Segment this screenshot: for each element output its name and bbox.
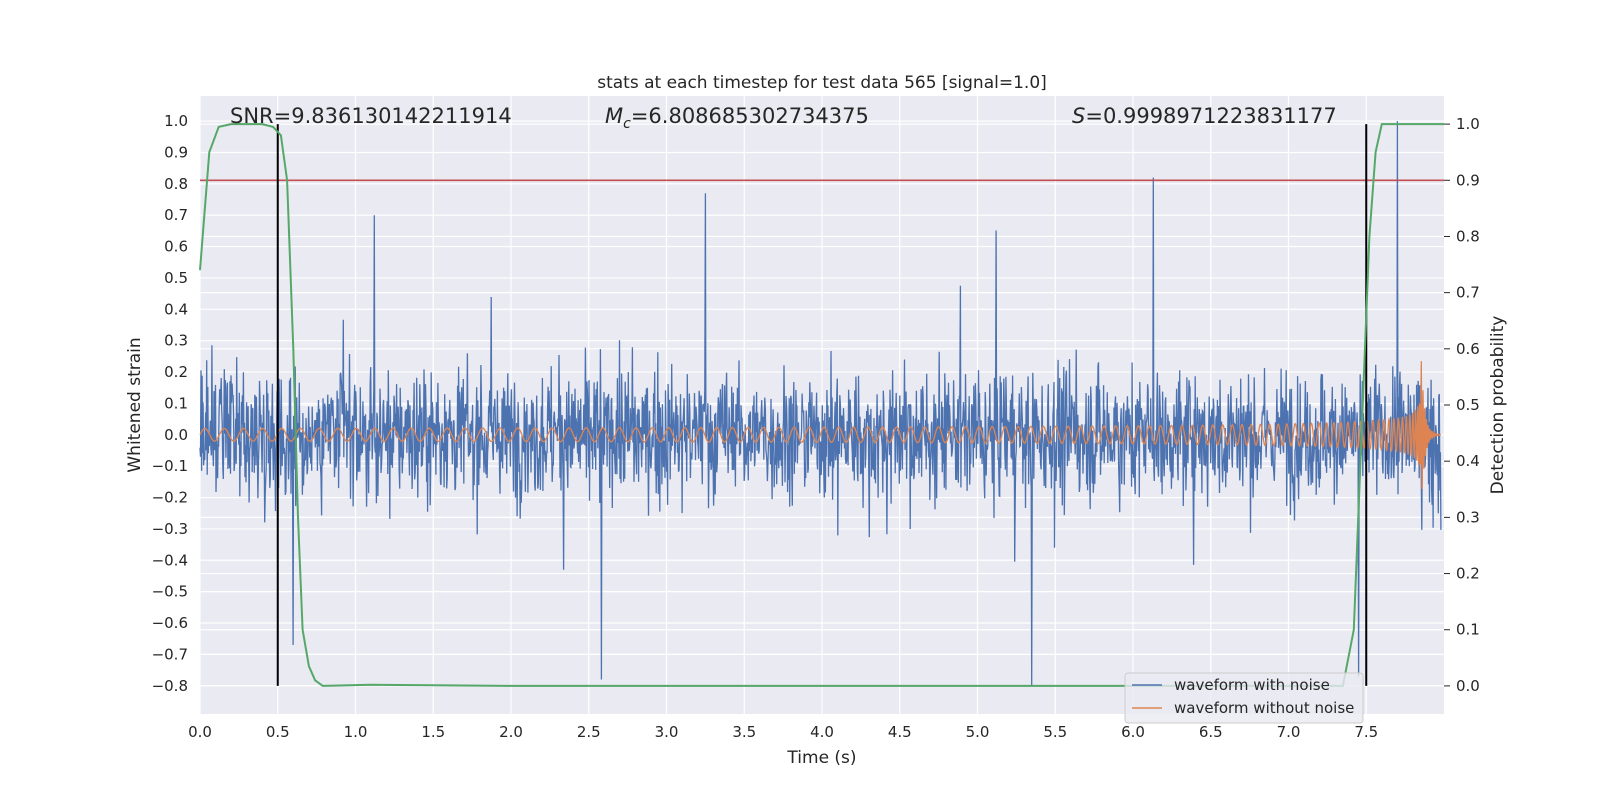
y-tick-label: 1.0	[164, 112, 188, 130]
y-tick-label: −0.4	[152, 551, 188, 569]
chart-title: stats at each timestep for test data 565…	[597, 73, 1047, 93]
x-tick-label: 3.5	[732, 723, 756, 741]
x-tick-label: 0.5	[266, 723, 290, 741]
x-tick-label: 7.0	[1277, 723, 1301, 741]
y-tick-label: 0.3	[164, 332, 188, 350]
detection-probability-line	[199, 123, 1444, 687]
y2-tick-label: 0.0	[1456, 677, 1480, 695]
reference-lines-layer	[200, 124, 1444, 686]
x-axis-label: Time (s)	[786, 748, 856, 768]
chirp-mass-annotation: Mc=6.808685302734375	[605, 104, 869, 132]
y2-tick-label: 0.6	[1456, 340, 1480, 358]
y-tick-label: 0.7	[164, 206, 188, 224]
y2-tick-label: 0.8	[1456, 227, 1480, 245]
clean-waveform-line	[199, 361, 1442, 489]
x-tick-label: 4.0	[810, 723, 834, 741]
significance-symbol: S	[1072, 104, 1085, 128]
y2-tick-label: 0.2	[1456, 565, 1480, 583]
legend-label-clean: waveform without noise	[1174, 699, 1354, 717]
y2-tick-label: 0.9	[1456, 171, 1480, 189]
y-tick-label: −0.8	[152, 677, 188, 695]
y2-axis-label: Detection probability	[1488, 316, 1508, 495]
y-tick-label: 0.9	[164, 143, 188, 161]
x-tick-label: 1.5	[421, 723, 445, 741]
x-tick-label: 4.5	[888, 723, 912, 741]
y-tick-label: 0.4	[164, 300, 188, 318]
y-tick-label: 0.6	[164, 238, 188, 256]
y-tick-label: −0.7	[152, 645, 188, 663]
chirp-mass-subscript: c	[623, 116, 631, 132]
x-tick-label: 2.0	[499, 723, 523, 741]
y-axis-label: Whitened strain	[125, 337, 145, 472]
y-tick-label: −0.3	[152, 520, 188, 538]
chirp-mass-value: =6.808685302734375	[631, 104, 869, 128]
clean-waveform-layer	[199, 361, 1442, 489]
legend-label-noisy: waveform with noise	[1174, 676, 1330, 694]
y-tick-label: 0.8	[164, 175, 188, 193]
x-tick-label: 6.0	[1121, 723, 1145, 741]
y-tick-label: 0.5	[164, 269, 188, 287]
y-tick-label: 0.1	[164, 394, 188, 412]
significance-annotation: S=0.9998971223831177	[1072, 104, 1337, 128]
x-tick-label: 7.5	[1354, 723, 1378, 741]
y-tick-label: −0.6	[152, 614, 188, 632]
x-tick-label: 2.5	[577, 723, 601, 741]
x-tick-label: 5.0	[966, 723, 990, 741]
y-tick-label: 0.2	[164, 363, 188, 381]
y-tick-label: −0.1	[152, 457, 188, 475]
probability-layer	[199, 123, 1444, 687]
y-tick-label: 0.0	[164, 426, 188, 444]
legend-box	[1124, 672, 1364, 724]
y2-tick-label: 0.7	[1456, 284, 1480, 302]
legend: waveform with noise waveform without noi…	[1124, 672, 1364, 724]
y-tick-label: −0.2	[152, 489, 188, 507]
y2-tick-label: 0.1	[1456, 621, 1480, 639]
snr-annotation: SNR=9.836130142211914	[230, 104, 512, 128]
y2-tick-label: 0.4	[1456, 452, 1480, 470]
y2-tick-label: 0.5	[1456, 396, 1480, 414]
significance-value: =0.9998971223831177	[1085, 104, 1336, 128]
y-tick-label: −0.5	[152, 583, 188, 601]
x-tick-label: 0.0	[188, 723, 212, 741]
x-tick-label: 1.0	[344, 723, 368, 741]
y2-tick-label: 1.0	[1456, 115, 1480, 133]
x-tick-label: 3.0	[655, 723, 679, 741]
x-tick-label: 6.5	[1199, 723, 1223, 741]
chirp-mass-symbol: M	[605, 104, 623, 128]
tick-layer: 0.0 0.5 1.0 1.5 2.0 2.5 3.0 3.5 4.0 4.5 5.0 5.5 6.0 6…	[152, 112, 1480, 741]
x-tick-label: 5.5	[1043, 723, 1067, 741]
y2-tick-label: 0.3	[1456, 508, 1480, 526]
